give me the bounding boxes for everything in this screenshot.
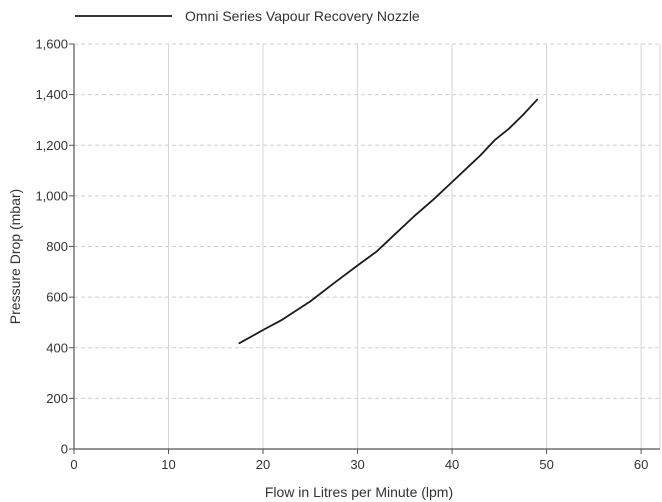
- y-tick-label: 600: [46, 290, 68, 305]
- x-tick-label: 30: [350, 457, 364, 472]
- x-tick-label: 10: [161, 457, 175, 472]
- x-tick-label: 60: [634, 457, 648, 472]
- series-line: [238, 98, 538, 345]
- x-tick-labels: 0 10 20 30 40 50 60: [70, 457, 648, 472]
- y-tick-label: 200: [46, 391, 68, 406]
- x-tick-label: 50: [539, 457, 553, 472]
- y-tick-label: 1,000: [35, 188, 68, 203]
- axes: [69, 43, 660, 454]
- y-tick-label: 400: [46, 340, 68, 355]
- y-tick-label: 1,600: [35, 37, 68, 52]
- x-axis-title: Flow in Litres per Minute (lpm): [265, 484, 453, 500]
- y-tick-labels: 0 200 400 600 800 1,000 1,200 1,400 1,600: [35, 37, 68, 457]
- x-tick-label: 0: [70, 457, 77, 472]
- series-lines: [238, 98, 538, 345]
- y-axis-title: Pressure Drop (mbar): [7, 189, 23, 324]
- y-tick-label: 1,200: [35, 138, 68, 153]
- y-tick-label: 1,400: [35, 87, 68, 102]
- x-tick-label: 40: [445, 457, 459, 472]
- grid-lines: [74, 43, 661, 449]
- legend: Omni Series Vapour Recovery Nozzle: [75, 8, 420, 24]
- x-tick-label: 20: [256, 457, 270, 472]
- y-tick-label: 0: [61, 442, 68, 457]
- y-tick-label: 800: [46, 239, 68, 254]
- legend-label: Omni Series Vapour Recovery Nozzle: [185, 8, 420, 24]
